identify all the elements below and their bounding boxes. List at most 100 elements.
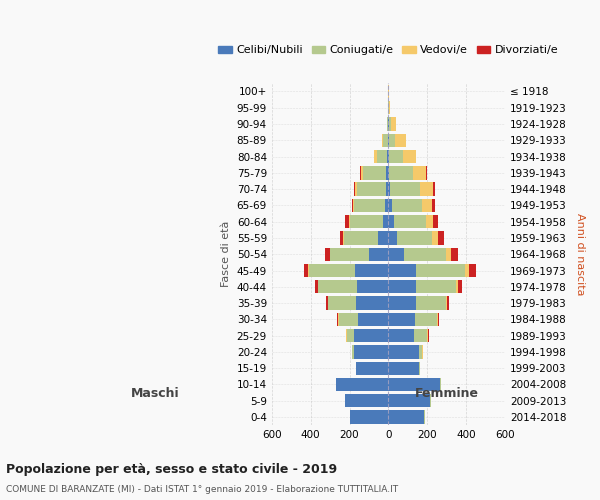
Bar (355, 198, 385, 212)
Bar (336, 378, 388, 391)
Bar (388, 264, 416, 277)
Bar (349, 215, 350, 228)
Bar (328, 296, 356, 310)
Bar (388, 280, 416, 293)
Bar (432, 198, 435, 212)
Bar (458, 280, 462, 293)
Text: Popolazione per età, sesso e stato civile - 2019: Popolazione per età, sesso e stato civil… (6, 462, 337, 475)
Bar (304, 264, 308, 277)
Bar (415, 312, 437, 326)
Bar (344, 232, 378, 244)
Bar (388, 166, 389, 179)
Bar (451, 248, 458, 261)
Bar (347, 329, 355, 342)
Bar (469, 264, 476, 277)
Bar (355, 264, 388, 277)
Bar (388, 394, 430, 407)
Bar (352, 198, 353, 212)
Bar (422, 198, 432, 212)
Bar (457, 280, 458, 293)
Bar (309, 264, 355, 277)
Bar (440, 378, 441, 391)
Bar (386, 166, 388, 179)
Bar (403, 150, 416, 164)
Bar (416, 264, 465, 277)
Bar (446, 296, 447, 310)
Bar (437, 312, 439, 326)
Bar (465, 264, 469, 277)
Bar (389, 166, 413, 179)
Bar (358, 280, 388, 293)
Bar (358, 182, 386, 196)
Bar (343, 232, 344, 244)
Bar (388, 134, 389, 147)
Bar (419, 182, 433, 196)
Bar (378, 232, 388, 244)
Bar (339, 312, 358, 326)
Bar (389, 118, 391, 130)
Bar (377, 150, 388, 164)
Bar (350, 215, 383, 228)
Bar (319, 280, 358, 293)
Bar (388, 198, 392, 212)
Bar (389, 101, 390, 114)
Bar (388, 345, 419, 358)
Bar (391, 182, 419, 196)
Bar (388, 296, 416, 310)
Bar (388, 410, 424, 424)
Text: COMUNE DI BARANZATE (MI) - Dati ISTAT 1° gennaio 2019 - Elaborazione TUTTITALIA.: COMUNE DI BARANZATE (MI) - Dati ISTAT 1°… (6, 486, 398, 494)
Bar (419, 345, 422, 358)
Legend: Celibi/Nubili, Coniugati/e, Vedovi/e, Divorziati/e: Celibi/Nubili, Coniugati/e, Vedovi/e, Di… (214, 41, 563, 60)
Bar (325, 248, 329, 261)
Bar (383, 215, 388, 228)
Bar (369, 248, 388, 261)
Bar (433, 182, 435, 196)
Bar (392, 198, 422, 212)
Bar (340, 232, 343, 244)
Bar (447, 296, 449, 310)
Bar (389, 150, 403, 164)
Bar (363, 166, 386, 179)
Bar (414, 329, 427, 342)
Bar (353, 198, 355, 212)
Bar (383, 134, 388, 147)
Bar (394, 215, 427, 228)
Bar (388, 248, 404, 261)
Bar (416, 280, 457, 293)
Bar (337, 312, 338, 326)
Bar (433, 215, 438, 228)
Bar (427, 215, 433, 228)
Bar (395, 134, 406, 147)
Bar (330, 248, 369, 261)
Bar (361, 166, 363, 179)
Bar (355, 345, 388, 358)
Bar (413, 166, 427, 179)
Bar (355, 329, 388, 342)
Bar (388, 182, 391, 196)
Bar (356, 296, 388, 310)
Bar (356, 362, 388, 375)
Bar (446, 248, 451, 261)
Bar (326, 296, 328, 310)
Bar (315, 280, 318, 293)
Bar (345, 394, 388, 407)
Bar (352, 345, 355, 358)
Bar (397, 232, 432, 244)
Bar (374, 150, 377, 164)
Bar (355, 182, 358, 196)
Bar (345, 215, 349, 228)
Bar (350, 410, 388, 424)
Bar (388, 378, 440, 391)
Y-axis label: Anni di nascita: Anni di nascita (575, 213, 585, 296)
Bar (388, 329, 414, 342)
Text: Maschi: Maschi (131, 387, 179, 400)
Bar (388, 215, 394, 228)
Bar (388, 150, 389, 164)
Bar (404, 248, 446, 261)
Bar (391, 118, 396, 130)
Bar (388, 312, 415, 326)
Bar (386, 182, 388, 196)
Bar (438, 232, 444, 244)
Text: Femmine: Femmine (415, 387, 479, 400)
Bar (416, 296, 446, 310)
